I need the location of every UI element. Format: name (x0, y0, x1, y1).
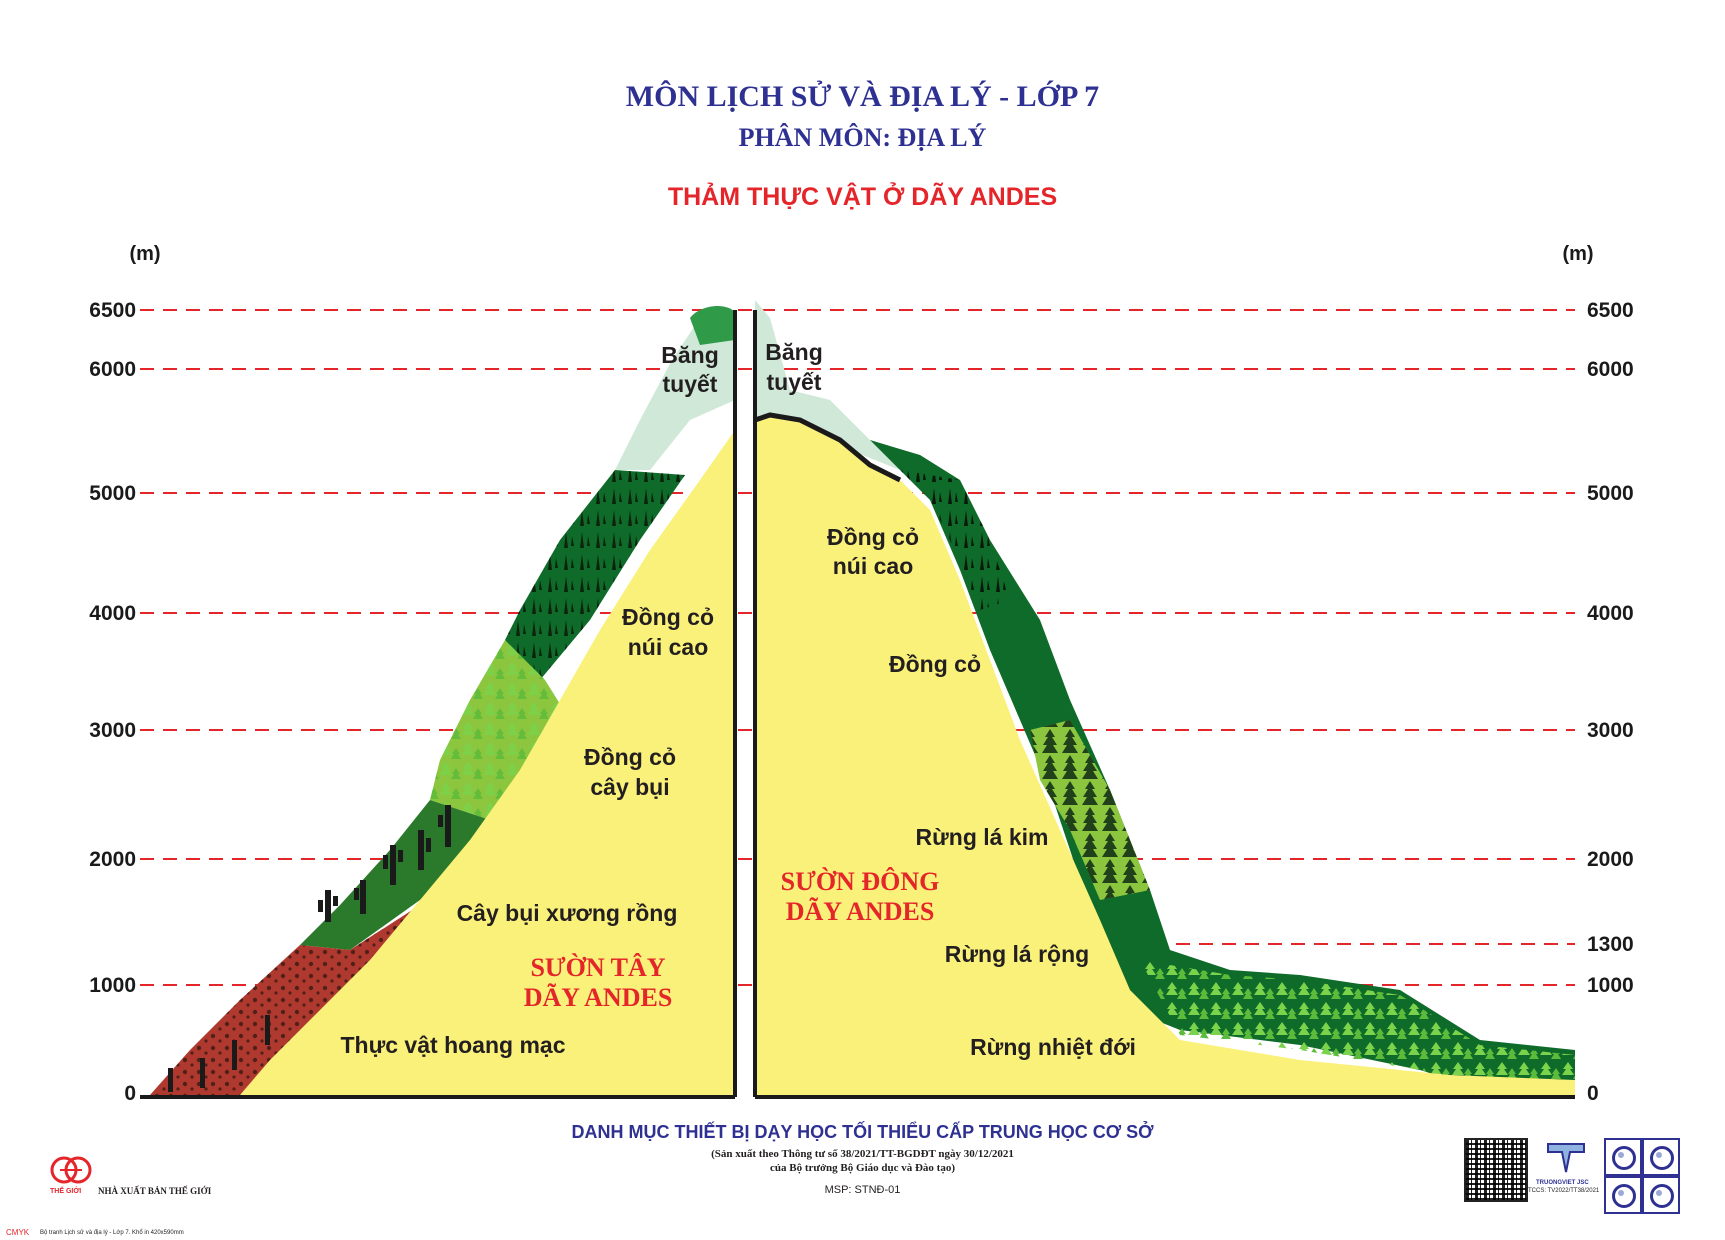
east-slope (754, 300, 1575, 1095)
east-snow-label-line1: Băng (765, 339, 823, 365)
west-slope-name-line2: DÃY ANDES (524, 983, 673, 1012)
iso-cert-badge (1604, 1138, 1642, 1176)
right-tick-label: 0 (1587, 1082, 1599, 1105)
east-conifer-label: Rừng lá kim (916, 824, 1049, 850)
iso-cert-badge (1642, 1176, 1680, 1214)
page-title: MÔN LỊCH SỬ VÀ ĐỊA LÝ - LỚP 7 (625, 80, 1100, 113)
east-tropical-label: Rừng nhiệt đới (970, 1034, 1136, 1060)
right-axis-unit: (m) (1562, 243, 1593, 265)
diagram-title: THẢM THỰC VẬT Ở DÃY ANDES (667, 183, 1058, 211)
page-subtitle: PHÂN MÔN: ĐỊA LÝ (738, 123, 987, 152)
east-snow-label-line2: tuyết (767, 369, 822, 395)
right-tick-label: 1300 (1587, 933, 1634, 956)
east-tropical-zone (1140, 960, 1575, 1090)
west-snow-label-line1: Băng (661, 342, 719, 368)
tccs-code: TCCS: TV2022/TT38/2021 (1528, 1188, 1600, 1194)
west-shrub-label-line2: cây bụi (590, 774, 669, 800)
left-tick-label: 3000 (89, 719, 136, 742)
west-alpine-label-line2: núi cao (628, 634, 709, 660)
left-tick-label: 5000 (89, 482, 136, 505)
left-tick-label: 4000 (89, 602, 136, 625)
right-tick-label: 6500 (1587, 299, 1634, 322)
east-grass-label: Đồng cỏ (889, 651, 981, 677)
right-tick-label: 5000 (1587, 482, 1634, 505)
west-desert-label: Thực vật hoang mạc (341, 1032, 566, 1058)
left-axis-ticks: 6500 6000 5000 4000 3000 2000 1000 0 (89, 299, 136, 1105)
right-tick-label: 1000 (1587, 974, 1634, 997)
east-alpine-label-line2: núi cao (833, 553, 914, 579)
right-tick-label: 4000 (1587, 602, 1634, 625)
east-mountain-body (755, 415, 1575, 1095)
west-cactus-label: Cây bụi xương rồng (457, 900, 678, 926)
left-tick-label: 1000 (89, 974, 136, 997)
footer-heading: DANH MỤC THIẾT BỊ DẠY HỌC TỐI THIỂU CẤP … (571, 1122, 1154, 1142)
footer-regulation-line1: (Sản xuất theo Thông tư số 38/2021/TT-BG… (711, 1148, 1014, 1160)
publisher-name: NHÀ XUẤT BẢN THẾ GIỚI (98, 1186, 212, 1196)
east-broadleaf-label: Rừng lá rộng (945, 941, 1089, 967)
left-tick-label: 6500 (89, 299, 136, 322)
right-tick-label: 6000 (1587, 358, 1634, 381)
west-snow-zone (615, 310, 735, 470)
footer-regulation-line2: của Bộ trưởng Bộ Giáo dục và Đào tạo) (769, 1162, 956, 1174)
iso-cert-badge (1604, 1176, 1642, 1214)
east-slope-name-line1: SƯỜN ĐÔNG (781, 867, 940, 896)
left-tick-label: 2000 (89, 848, 136, 871)
east-alpine-label-line1: Đồng cỏ (827, 524, 919, 550)
print-note: Bộ tranh Lịch sử và địa lý - Lớp 7. Khổ … (40, 1230, 184, 1236)
qr-code (1464, 1138, 1528, 1202)
west-shrub-label-line1: Đồng cỏ (584, 744, 676, 770)
product-code: MSP: STNĐ-01 (824, 1184, 901, 1196)
left-axis-unit: (m) (129, 243, 160, 265)
west-snow-label-line2: tuyết (663, 371, 718, 397)
left-tick-label: 6000 (89, 358, 136, 381)
iso-cert-badge (1642, 1138, 1680, 1176)
right-tick-label: 3000 (1587, 719, 1634, 742)
west-slope (150, 306, 735, 1095)
west-mountain-body (240, 430, 735, 1095)
cmyk-mark: CMYK (6, 1228, 30, 1237)
west-alpine-label-line1: Đồng cỏ (622, 604, 714, 630)
cactus-silhouettes (168, 805, 451, 1092)
truongviet-logo (1547, 1143, 1585, 1173)
publisher-logo-label: THẾ GIỚI (50, 1188, 82, 1195)
east-slope-name-line2: DÃY ANDES (786, 897, 935, 926)
west-slope-name-line1: SƯỜN TÂY (530, 953, 665, 982)
right-tick-label: 2000 (1587, 848, 1634, 871)
truongviet-label: TRUONGVIET JSC (1536, 1180, 1589, 1186)
publisher-logo (50, 1156, 92, 1184)
left-tick-label: 0 (124, 1082, 136, 1105)
right-axis-ticks: 6500 6000 5000 4000 3000 2000 1300 1000 … (1587, 299, 1634, 1105)
